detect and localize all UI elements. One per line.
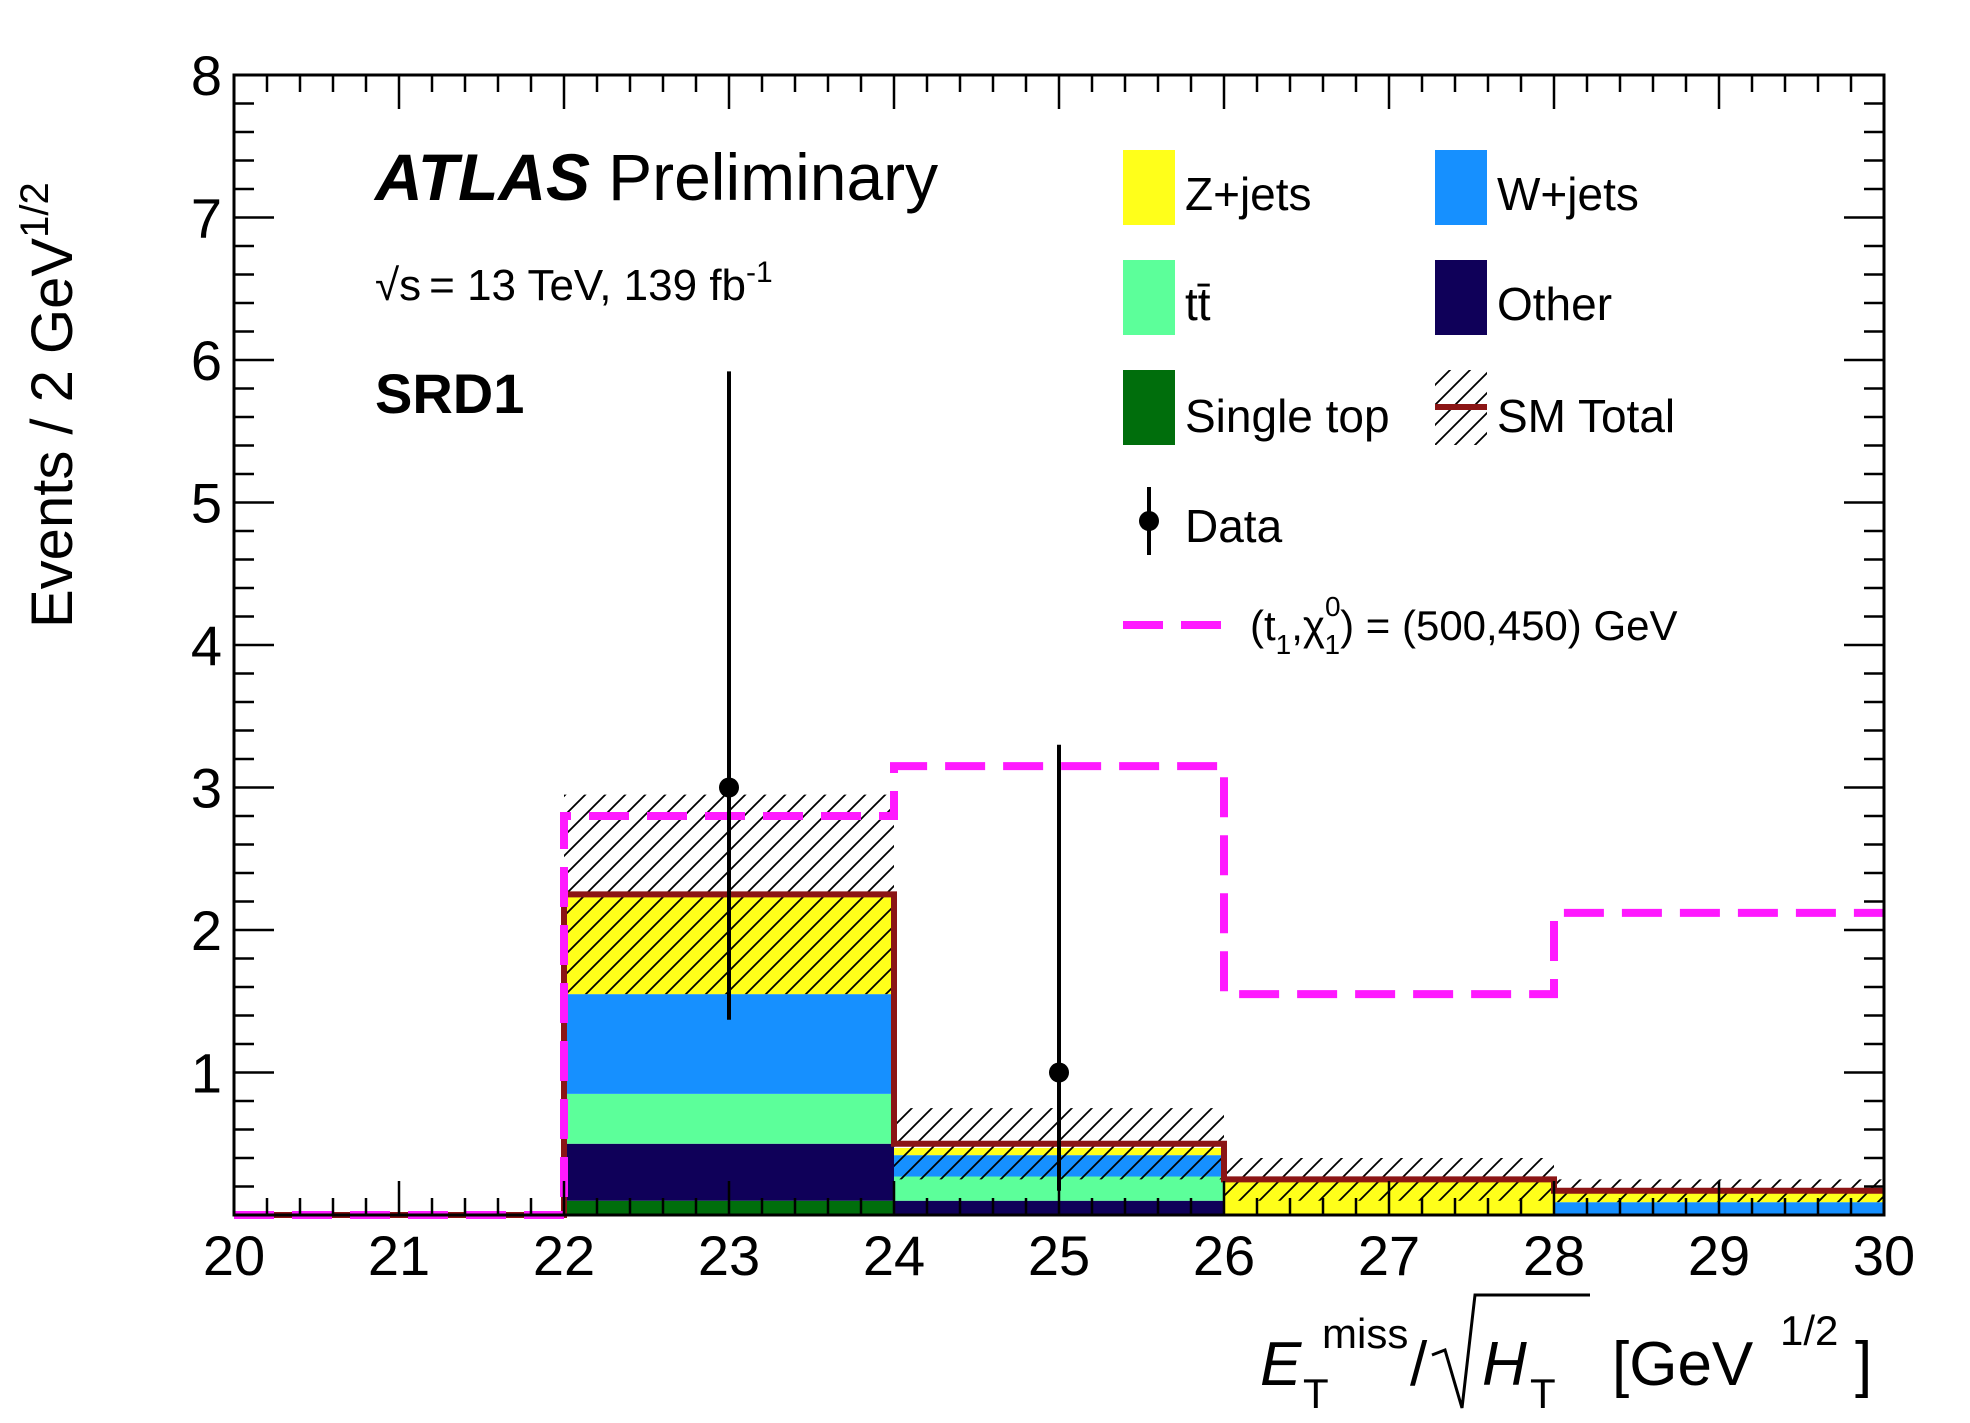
y-axis-label: Events / 2 GeV1/2 bbox=[13, 182, 85, 628]
legend-label-zjets: Z+jets bbox=[1185, 168, 1312, 220]
svg-text:T: T bbox=[1530, 1370, 1556, 1417]
x-tick-label: 20 bbox=[203, 1224, 265, 1287]
svg-text:[GeV: [GeV bbox=[1612, 1330, 1754, 1399]
legend-swatch-data-point bbox=[1139, 511, 1159, 531]
legend-label-singletop: Single top bbox=[1185, 390, 1390, 442]
energy-lumi-label: √s = 13 TeV, 139 fb-1 bbox=[375, 256, 773, 310]
x-tick-label: 28 bbox=[1523, 1224, 1585, 1287]
legend-label-ttbar: tt̄ bbox=[1185, 278, 1211, 330]
y-tick-label: 5 bbox=[191, 472, 222, 535]
axis-ticks bbox=[232, 73, 1886, 1217]
svg-text:]: ] bbox=[1855, 1330, 1872, 1399]
data-points bbox=[719, 371, 1069, 1191]
legend-label-signal: (t1,χ0 1) = (500,450) GeV bbox=[1250, 591, 1677, 660]
x-tick-label: 24 bbox=[863, 1224, 925, 1287]
legend-swatch-zjets bbox=[1123, 150, 1175, 225]
bar-tt-bin-1 bbox=[564, 1093, 894, 1144]
legend-swatch-singletop bbox=[1123, 370, 1175, 445]
y-tick-label: 4 bbox=[191, 614, 222, 677]
x-tick-labels: 20 21 22 23 24 25 26 27 28 29 30 bbox=[203, 1224, 1915, 1287]
svg-text:/: / bbox=[1410, 1330, 1428, 1399]
y-tick-label: 2 bbox=[191, 899, 222, 962]
x-tick-label: 21 bbox=[368, 1224, 430, 1287]
legend-label-smtotal: SM Total bbox=[1497, 390, 1675, 442]
x-axis-label: E T miss / H T [GeV 1/2 ] bbox=[1260, 1293, 1872, 1417]
svg-text:T: T bbox=[1303, 1370, 1329, 1417]
legend-label-wjets: W+jets bbox=[1497, 168, 1639, 220]
legend-swatch-wjets bbox=[1435, 150, 1487, 225]
svg-text:miss: miss bbox=[1322, 1310, 1408, 1357]
x-tick-label: 22 bbox=[533, 1224, 595, 1287]
legend: Z+jets W+jets tt̄ Other Single top SM To… bbox=[1123, 150, 1677, 660]
legend-label-other: Other bbox=[1497, 278, 1612, 330]
x-tick-label: 30 bbox=[1853, 1224, 1915, 1287]
y-tick-label: 8 bbox=[191, 44, 222, 107]
y-tick-label: 7 bbox=[191, 187, 222, 250]
region-label: SRD1 bbox=[375, 362, 524, 425]
svg-text:H: H bbox=[1482, 1330, 1527, 1399]
x-tick-label: 27 bbox=[1358, 1224, 1420, 1287]
svg-text:E: E bbox=[1260, 1330, 1302, 1399]
signal-line bbox=[234, 762, 1884, 1219]
y-tick-label: 1 bbox=[191, 1042, 222, 1105]
data-point-1 bbox=[1049, 1062, 1069, 1083]
legend-swatch-ttbar bbox=[1123, 260, 1175, 335]
experiment-label: ATLAS Preliminary bbox=[373, 140, 938, 214]
y-tick-label: 6 bbox=[191, 329, 222, 392]
x-tick-label: 25 bbox=[1028, 1224, 1090, 1287]
x-tick-label: 26 bbox=[1193, 1224, 1255, 1287]
signal-step bbox=[234, 762, 1884, 1219]
x-tick-label: 23 bbox=[698, 1224, 760, 1287]
x-tick-label: 29 bbox=[1688, 1224, 1750, 1287]
svg-text:1/2: 1/2 bbox=[1780, 1307, 1838, 1354]
data-point-0 bbox=[719, 777, 739, 798]
legend-swatch-other bbox=[1435, 260, 1487, 335]
legend-label-data: Data bbox=[1185, 500, 1283, 552]
y-tick-labels: 1 2 3 4 5 6 7 8 bbox=[191, 44, 222, 1105]
y-tick-label: 3 bbox=[191, 757, 222, 820]
